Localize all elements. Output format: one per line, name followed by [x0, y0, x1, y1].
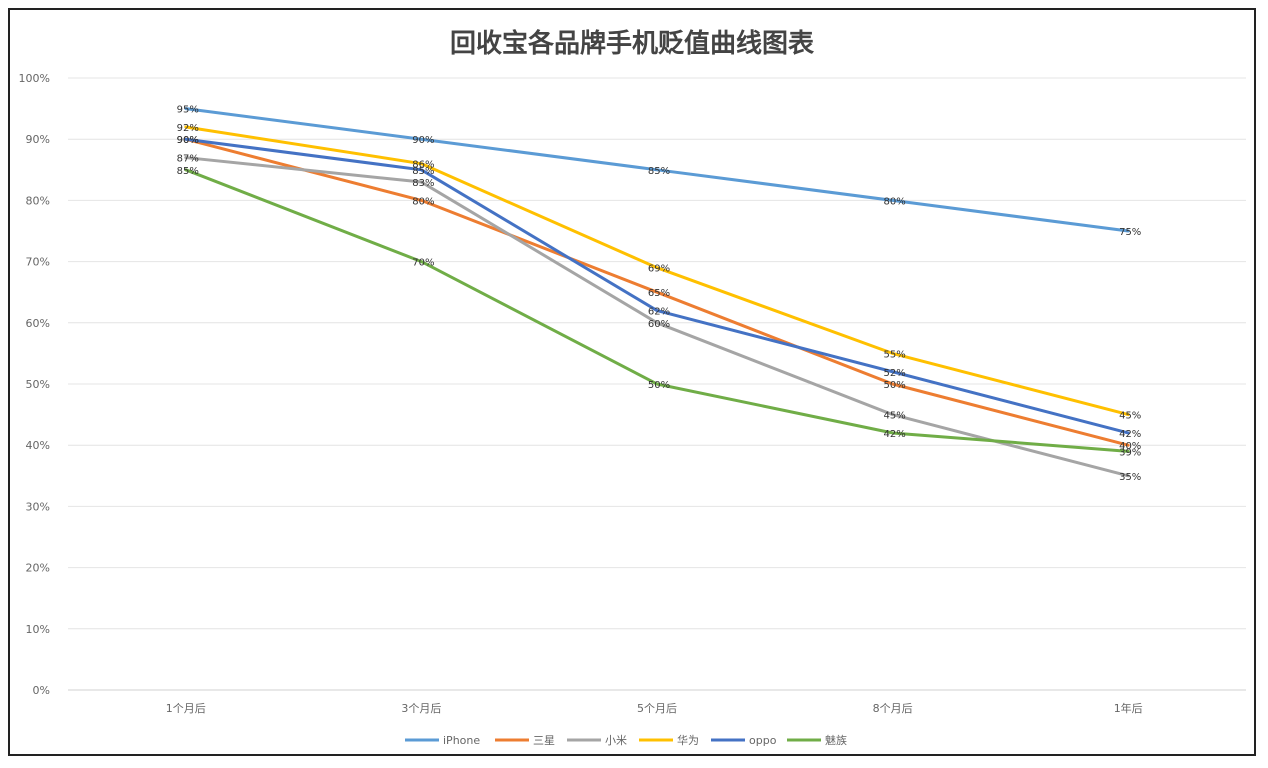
y-tick-label: 30% [26, 500, 50, 513]
data-label: 69% [648, 264, 670, 275]
series-line [184, 137, 1130, 435]
y-tick-label: 100% [19, 72, 50, 85]
data-label: 85% [648, 166, 670, 177]
data-label: 52% [883, 368, 905, 379]
x-tick-label: 8个月后 [873, 702, 913, 715]
legend-label: oppo [749, 734, 777, 747]
x-tick-label: 1年后 [1114, 701, 1143, 715]
legend-label: iPhone [443, 734, 480, 747]
series-line [184, 125, 1130, 417]
y-tick-label: 0% [33, 684, 50, 697]
data-label: 80% [412, 196, 434, 207]
data-label: 42% [1119, 429, 1141, 440]
y-tick-label: 80% [26, 194, 50, 207]
data-label: 55% [883, 349, 905, 360]
x-axis-ticks: 1个月后 3个月后 5个月后 8个月后 1年后 [166, 701, 1143, 715]
data-label: 35% [1119, 472, 1141, 483]
data-label: 50% [648, 380, 670, 391]
data-label: 85% [412, 166, 434, 177]
y-axis-ticks: 0% 10% 20% 30% 40% 50% 60% 70% 80% 90% 100% [19, 72, 50, 697]
legend-label: 华为 [677, 733, 699, 747]
data-label: 45% [883, 411, 905, 422]
chart-frame: 回收宝各品牌手机贬值曲线图表 0% 10% 20% 30% 40% 50% 60% 70% 80… [8, 8, 1256, 756]
data-label: 87% [177, 154, 199, 165]
series-line [184, 137, 1130, 447]
data-labels: 95% 90% 85% 80% 75% 90% 80% 65% 50% 40% 87% 83% 60% 4… [177, 105, 1142, 483]
data-label: 90% [177, 135, 199, 146]
data-label: 62% [648, 307, 670, 318]
data-label: 80% [883, 196, 905, 207]
data-label: 75% [1119, 227, 1141, 238]
data-label: 42% [883, 429, 905, 440]
data-label: 40% [1119, 441, 1141, 452]
y-tick-label: 70% [26, 256, 50, 269]
data-label: 70% [412, 258, 434, 269]
data-label: 50% [883, 380, 905, 391]
data-label: 85% [177, 166, 199, 177]
y-tick-label: 50% [26, 378, 50, 391]
x-tick-label: 1个月后 [166, 702, 206, 715]
series-line [184, 156, 1130, 478]
y-tick-label: 40% [26, 439, 50, 452]
data-label: 86% [412, 160, 434, 171]
data-label: 39% [1119, 447, 1141, 458]
data-label: 83% [412, 178, 434, 189]
data-label: 65% [648, 288, 670, 299]
line-chart: 回收宝各品牌手机贬值曲线图表 0% 10% 20% 30% 40% 50% 60% 70% 80… [19, 28, 1246, 747]
data-label: 95% [177, 105, 199, 116]
series-line [184, 107, 1130, 233]
data-label: 90% [177, 135, 199, 146]
x-tick-label: 3个月后 [401, 702, 441, 715]
legend-label: 小米 [605, 734, 627, 747]
legend-label: 三星 [533, 734, 555, 747]
y-tick-label: 10% [26, 623, 50, 636]
legend-label: 魅族 [825, 733, 847, 747]
chart-title: 回收宝各品牌手机贬值曲线图表 [450, 28, 815, 59]
data-label: 92% [177, 123, 199, 134]
data-label: 45% [1119, 411, 1141, 422]
y-tick-label: 60% [26, 317, 50, 330]
y-tick-label: 90% [26, 133, 50, 146]
y-tick-label: 20% [26, 562, 50, 575]
data-label: 90% [412, 135, 434, 146]
data-label: 60% [648, 319, 670, 330]
legend: iPhone 三星 小米 华为 oppo 魅族 [405, 733, 847, 747]
series-line [184, 168, 1130, 453]
x-tick-label: 5个月后 [637, 702, 677, 715]
series-lines [184, 107, 1130, 478]
